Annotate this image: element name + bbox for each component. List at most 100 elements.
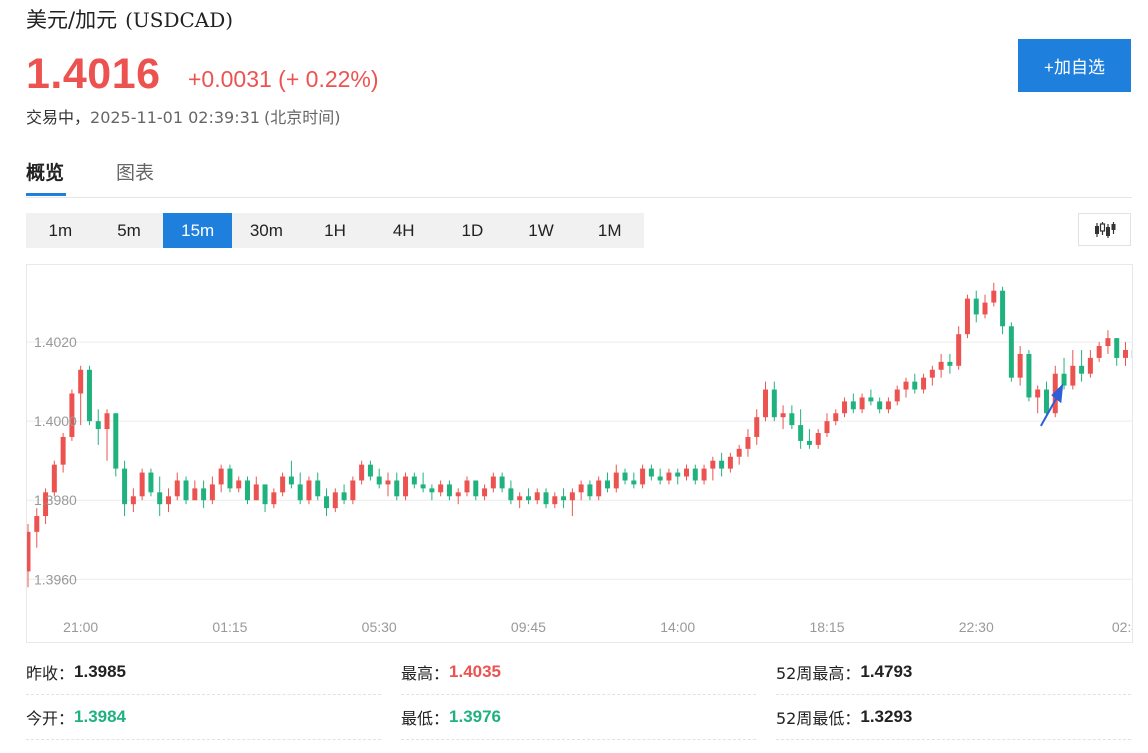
candle-body: [824, 421, 830, 434]
tab-chart[interactable]: 图表: [116, 162, 155, 184]
stat-label: 52周最高：: [776, 664, 861, 683]
tab-overview[interactable]: 概览: [26, 162, 65, 184]
candle-body: [859, 397, 865, 410]
candle-body: [245, 480, 250, 501]
candle-body: [148, 472, 154, 493]
candle-body: [692, 468, 698, 481]
candlestick-icon: [1094, 221, 1115, 238]
candle-body: [1070, 365, 1076, 386]
candle-body: [789, 413, 795, 426]
stat-value: 1.3976: [449, 707, 502, 726]
candle-body: [929, 369, 935, 378]
candle-body: [183, 480, 189, 501]
candle-body: [157, 492, 163, 505]
candle-body: [34, 516, 40, 532]
candle-body: [833, 413, 839, 422]
candle-body: [736, 448, 742, 457]
interval-30m[interactable]: 30m: [249, 220, 283, 240]
candle-body: [227, 468, 233, 489]
x-tick-label: 02:4: [1112, 619, 1133, 635]
candle-body: [710, 460, 716, 469]
candle-body: [306, 480, 312, 501]
candle-body: [1131, 350, 1132, 358]
active-tab-underline: [26, 193, 66, 196]
candle-body: [912, 381, 918, 390]
x-tick-label: 09:45: [511, 619, 546, 635]
candle-body: [991, 290, 997, 303]
stat-value: 1.3984: [74, 707, 127, 726]
candle-body: [1096, 346, 1102, 358]
candle-body: [973, 298, 979, 315]
candle-body: [262, 484, 268, 505]
interval-1w[interactable]: 1W: [528, 220, 554, 240]
candle-body: [376, 476, 382, 485]
stat-label: 52周最低：: [776, 709, 861, 728]
interval-5m[interactable]: 5m: [117, 220, 141, 240]
candle-body: [332, 492, 338, 509]
candle-body: [885, 401, 891, 410]
x-tick-label: 22:30: [959, 619, 994, 635]
interval-1m[interactable]: 1m: [48, 220, 73, 240]
candle-body: [113, 413, 119, 469]
candle-body: [719, 460, 725, 469]
stat-prev-close: 昨收： 1.3985: [26, 650, 381, 695]
candle-body: [473, 480, 479, 497]
stat-high: 最高： 1.4035: [401, 650, 756, 695]
candle-body: [455, 492, 461, 497]
stat-label: 最高：: [401, 664, 450, 683]
candle-body: [1105, 338, 1111, 347]
candle-body: [78, 369, 84, 394]
candle-body: [525, 496, 531, 501]
status-text: 交易中，: [26, 108, 91, 127]
candle-body: [850, 401, 856, 410]
interval-1mo[interactable]: 1M: [597, 220, 622, 240]
candle-body: [341, 492, 347, 501]
candle-body: [367, 464, 373, 477]
candle-body: [771, 389, 777, 418]
candle-body: [1087, 357, 1093, 374]
candle-body: [438, 484, 444, 493]
candle-body: [868, 397, 874, 402]
candle-body: [324, 496, 330, 509]
candle-body: [490, 476, 496, 489]
candle-body: [411, 476, 417, 485]
candle-body: [482, 488, 488, 497]
candle-body: [218, 468, 224, 485]
candle-body: [727, 456, 733, 469]
candle-body: [253, 484, 259, 501]
interval-4h[interactable]: 4H: [392, 220, 415, 240]
candle-body: [1114, 338, 1120, 358]
stat-low: 最低： 1.3976: [401, 695, 756, 740]
candle-body: [201, 488, 207, 501]
candle-body: [192, 488, 198, 501]
candle-body: [648, 468, 654, 477]
price-chart[interactable]: 1.4020 1.4000 1.3980 1.3960 21:00 01:15 05:30 0…: [26, 264, 1133, 643]
interval-1h[interactable]: 1H: [324, 220, 346, 240]
x-tick-label: 18:15: [809, 619, 844, 635]
candle-body: [631, 480, 637, 485]
candle-body: [745, 436, 751, 449]
add-watchlist-button[interactable]: +加自选: [1018, 39, 1131, 92]
y-tick-label: 1.3960: [34, 571, 77, 587]
candle-body: [1043, 389, 1049, 414]
candle-body: [578, 484, 584, 493]
stat-label: 昨收：: [26, 664, 75, 683]
interval-1d[interactable]: 1D: [461, 220, 484, 240]
x-tick-label: 14:00: [660, 619, 695, 635]
stat-52w-high: 52周最高： 1.4793: [776, 650, 1131, 695]
candle-body: [69, 393, 75, 437]
stat-value: 1.4793: [860, 662, 913, 681]
y-tick-label: 1.4000: [34, 413, 77, 429]
candle-body: [350, 480, 356, 501]
candle-body: [534, 492, 540, 501]
candle-body: [613, 472, 619, 489]
interval-15m[interactable]: 15m: [163, 213, 233, 248]
candle-body: [1017, 353, 1023, 378]
candle-body: [569, 492, 575, 501]
candle-body: [543, 492, 549, 505]
candle-body: [587, 484, 593, 497]
chart-type-button[interactable]: [1078, 213, 1131, 246]
y-tick-label: 1.4020: [34, 334, 77, 350]
candle-body: [122, 468, 128, 505]
stat-label: 今开：: [26, 709, 75, 728]
